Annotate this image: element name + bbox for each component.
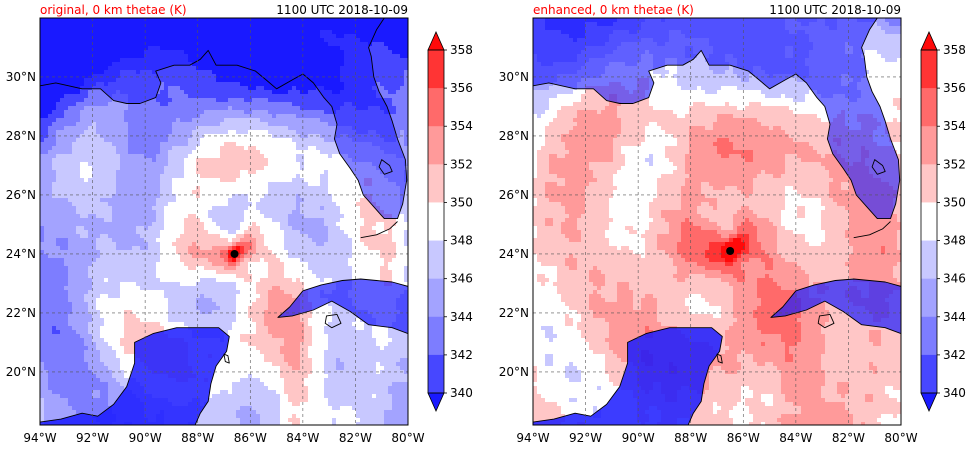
lon-tick-label: 86°W — [234, 431, 267, 445]
lon-tick-label: 86°W — [727, 431, 760, 445]
panel-time-original: 1100 UTC 2018-10-09 — [276, 3, 408, 17]
colorbar-segment — [921, 241, 937, 280]
lon-tick-label: 90°W — [129, 431, 162, 445]
lat-tick-label: 22°N — [499, 306, 529, 320]
colorbar-segment — [428, 317, 444, 356]
colorbar-tick-label: 348 — [450, 234, 473, 248]
lat-tick-label: 24°N — [499, 247, 529, 261]
lon-tick-label: 80°W — [884, 431, 917, 445]
colorbar-segment — [921, 126, 937, 165]
colorbar-segment — [921, 279, 937, 318]
colorbar-tick-label: 354 — [943, 119, 966, 133]
lat-tick-label: 22°N — [6, 306, 36, 320]
colorbar-segment — [921, 88, 937, 127]
lon-tick-label: 82°W — [339, 431, 372, 445]
panel-time-enhanced: 1100 UTC 2018-10-09 — [769, 3, 901, 17]
colorbar-tick-label: 346 — [943, 272, 966, 286]
panel-title-original: original, 0 km thetae (K) — [40, 3, 187, 17]
colorbar-segment — [428, 279, 444, 318]
colorbar-segment — [921, 317, 937, 356]
map-panel-original: 94°W 92°W 90°W 88°W 86°W 84°W 82°W 80°W 20°N 22°N… — [6, 3, 425, 445]
colorbar-extend-max — [921, 32, 937, 50]
lon-tick-label: 90°W — [622, 431, 655, 445]
colorbar-tick-label: 350 — [943, 195, 966, 209]
panel-title-enhanced: enhanced, 0 km thetae (K) — [533, 3, 694, 17]
colorbar-extend-min — [921, 393, 937, 411]
colorbar-tick-label: 342 — [943, 348, 966, 362]
lon-tick-label: 82°W — [832, 431, 865, 445]
lat-tick-label: 28°N — [499, 129, 529, 143]
lat-tick-label: 26°N — [6, 188, 36, 202]
colorbar-segment — [428, 355, 444, 394]
lon-tick-label: 84°W — [286, 431, 319, 445]
lon-tick-label: 88°W — [181, 431, 214, 445]
colorbar-tick-label: 354 — [450, 119, 473, 133]
colorbar-tick-label: 358 — [450, 43, 473, 57]
colorbar-tick-label: 340 — [943, 386, 966, 400]
lat-tick-label: 24°N — [6, 247, 36, 261]
colorbar-extend-max — [428, 32, 444, 50]
colorbar-segment — [921, 50, 937, 89]
lon-tick-label: 92°W — [76, 431, 109, 445]
colorbar-segment — [921, 202, 937, 241]
colorbar-tick-label: 352 — [450, 157, 473, 171]
lat-tick-label: 30°N — [6, 70, 36, 84]
lat-tick-label: 26°N — [499, 188, 529, 202]
lon-tick-label: 94°W — [23, 431, 56, 445]
map-panel-enhanced: 94°W 92°W 90°W 88°W 86°W 84°W 82°W 80°W 20°N 22°N… — [499, 3, 918, 445]
lon-tick-label: 80°W — [391, 431, 424, 445]
storm-center-marker — [231, 250, 239, 258]
colorbar-segment — [428, 126, 444, 165]
lon-tick-label: 94°W — [516, 431, 549, 445]
colorbar: 340 342 344 346 348 350 352 354 356 358 — [428, 32, 473, 411]
storm-center-marker — [726, 247, 734, 255]
colorbar-tick-label: 350 — [450, 195, 473, 209]
lat-tick-label: 28°N — [6, 129, 36, 143]
colorbar-segment — [921, 164, 937, 203]
coastline — [520, 422, 533, 425]
colorbar-tick-label: 344 — [943, 310, 966, 324]
colorbar-tick-label: 348 — [943, 234, 966, 248]
colorbar-tick-label: 352 — [943, 157, 966, 171]
thetae-field — [27, 18, 408, 426]
lon-tick-label: 84°W — [779, 431, 812, 445]
colorbar-segment — [428, 50, 444, 89]
colorbar-extend-min — [428, 393, 444, 411]
colorbar-tick-label: 340 — [450, 386, 473, 400]
colorbar-segment — [428, 88, 444, 127]
colorbar-tick-label: 356 — [943, 81, 966, 95]
coastline — [27, 422, 40, 425]
colorbar: 340 342 344 346 348 350 352 354 356 358 — [921, 32, 966, 411]
colorbar-segment — [428, 202, 444, 241]
thetae-field — [520, 18, 901, 426]
colorbar-tick-label: 356 — [450, 81, 473, 95]
colorbar-segment — [428, 164, 444, 203]
colorbar-tick-label: 346 — [450, 272, 473, 286]
lat-tick-label: 20°N — [499, 365, 529, 379]
colorbar-segment — [921, 355, 937, 394]
colorbar-tick-label: 342 — [450, 348, 473, 362]
lat-tick-label: 30°N — [499, 70, 529, 84]
lon-tick-label: 92°W — [569, 431, 602, 445]
lat-tick-label: 20°N — [6, 365, 36, 379]
colorbar-segment — [428, 241, 444, 280]
colorbar-tick-label: 344 — [450, 310, 473, 324]
colorbar-tick-label: 358 — [943, 43, 966, 57]
lon-tick-label: 88°W — [674, 431, 707, 445]
